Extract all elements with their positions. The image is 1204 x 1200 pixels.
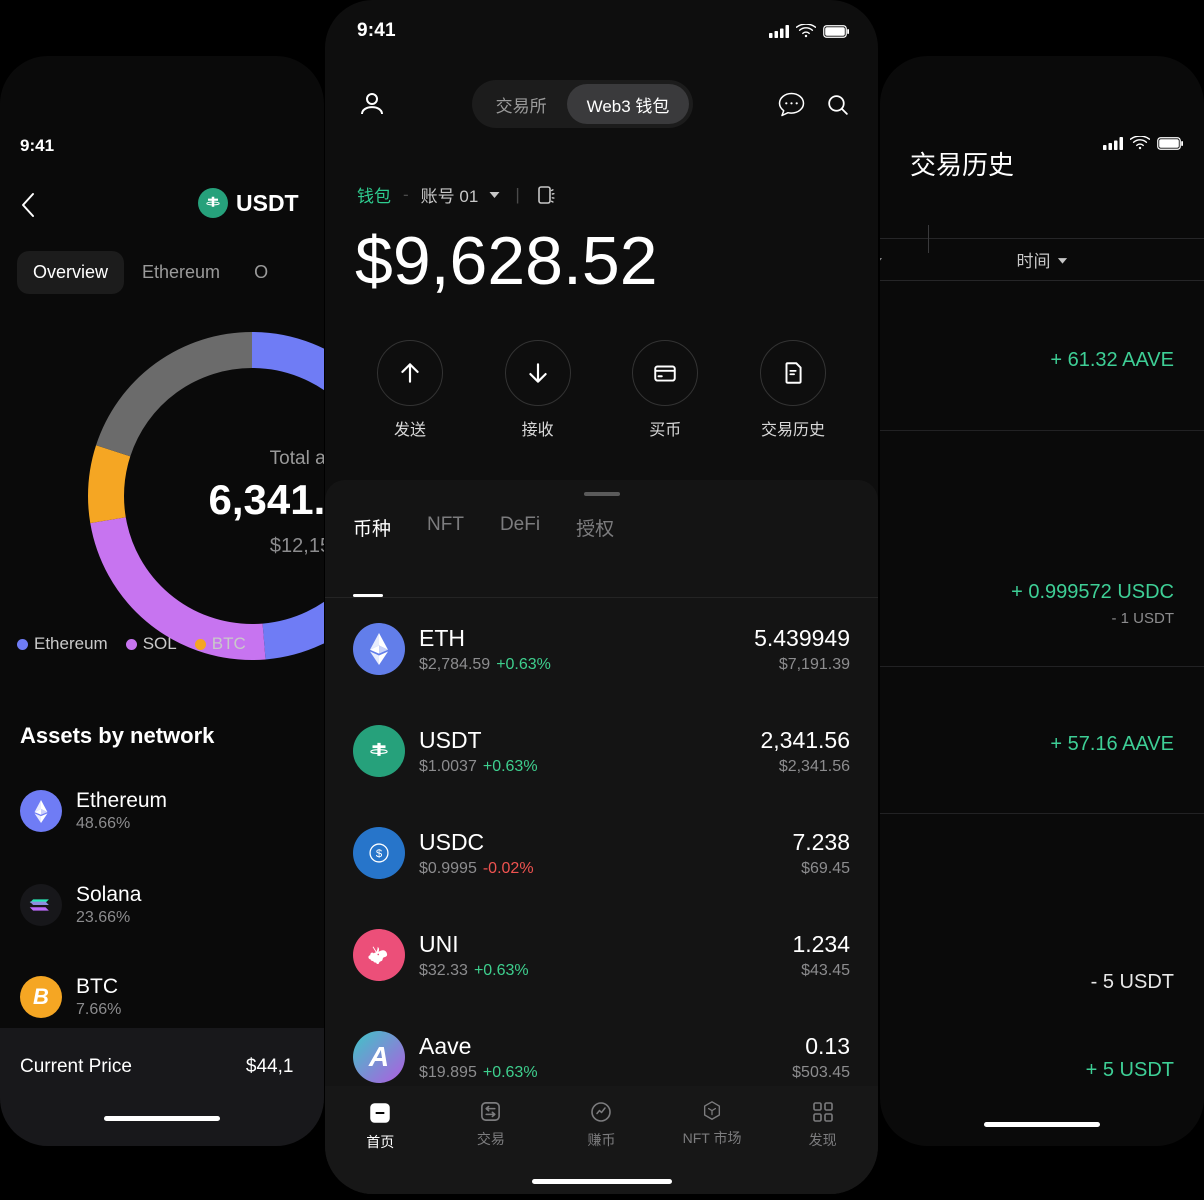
svg-text:6,341.56: 6,341.56 (209, 476, 325, 523)
svg-text:$12,152.45: $12,152.45 (270, 535, 324, 557)
svg-text:$: $ (376, 848, 383, 860)
svg-text:Total assets: Total assets (270, 448, 324, 469)
